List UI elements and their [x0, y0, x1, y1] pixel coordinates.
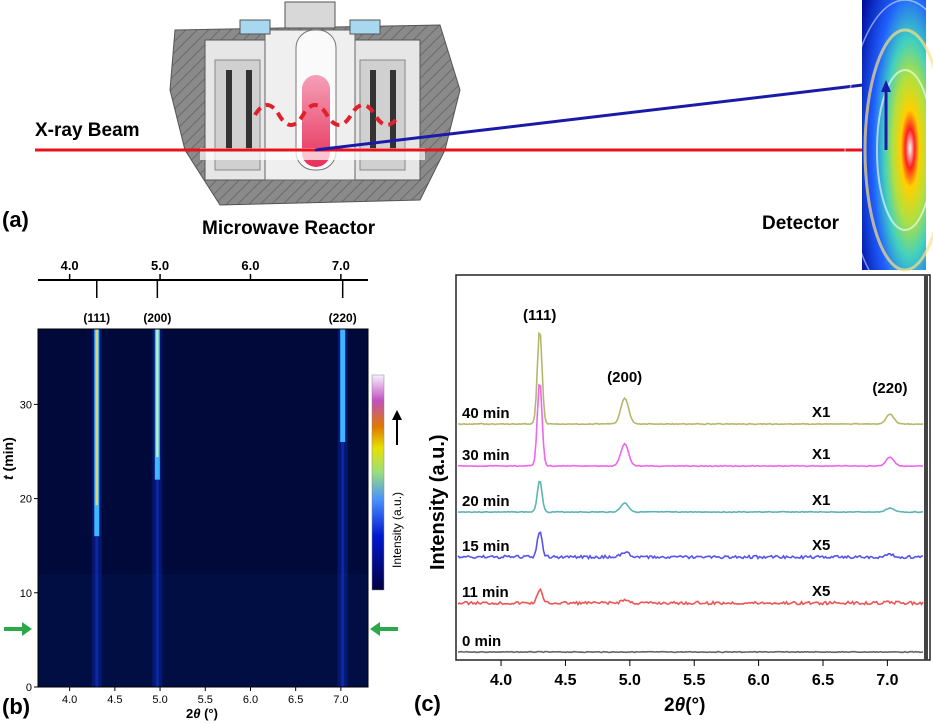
pattern-plot-frame [455, 274, 931, 661]
top-axis-tick-label: 6.0 [241, 258, 259, 273]
heatmap-peak-label: (220) [329, 311, 357, 325]
pattern-scale-label: X5 [812, 583, 830, 600]
pattern-series-line [457, 650, 924, 654]
pattern-time-label: 20 min [462, 493, 510, 510]
pattern-series-line [457, 480, 924, 514]
beam-label: X-ray Beam [35, 120, 140, 141]
pattern-scale-label: X1 [812, 492, 830, 509]
pattern-series-line [457, 383, 924, 468]
heatmap-x-tick-label: 4.5 [107, 694, 122, 706]
heatmap-peak-core [95, 329, 98, 506]
heatmap-peak-tail [341, 442, 345, 687]
heatmap-xlabel: 2θ (°) [186, 706, 218, 721]
heatmap-plot: (111) (200) (220) 0 10 20 30 4.0 4.5 5.0 5.5 6.0 6… [20, 280, 369, 706]
pattern-time-label: 30 min [462, 447, 510, 464]
pattern-time-label: 40 min [462, 405, 510, 422]
heatmap-ylabel: t (min) [0, 437, 16, 480]
pattern-x-tick-label: 6.5 [812, 672, 834, 689]
pattern-time-label: 0 min [462, 633, 501, 650]
heatmap-y-tick-label: 10 [20, 588, 32, 600]
heatmap-x-tick-label: 6.0 [243, 694, 258, 706]
top-axis-tick-label: 4.0 [61, 258, 79, 273]
top-axis-tick-label: 7.0 [332, 258, 350, 273]
panel-b: 4.0 5.0 6.0 7.0 (111) (200) (220) 0 10 20 30 4.0… [0, 258, 404, 721]
heatmap-y-tick-label: 0 [26, 682, 32, 694]
diffracted-beam-line [314, 80, 889, 152]
top-axis-tick-label: 5.0 [151, 258, 169, 273]
heatmap-peak-label: (111) [83, 311, 110, 325]
heatmap-peak-label: (200) [143, 311, 171, 325]
pattern-xlabel: 2θ(°) [664, 695, 705, 716]
pattern-x-tick-label: 7.0 [876, 672, 898, 689]
pattern-time-label: 15 min [462, 538, 510, 555]
panel-c-label: (c) [414, 691, 441, 716]
pattern-scale-label: X5 [812, 537, 830, 554]
pattern-scale-label: X1 [812, 404, 830, 421]
pattern-peak-label: (220) [872, 380, 907, 397]
heatmap-peak-streak [340, 329, 346, 443]
heatmap-peak-core [156, 329, 159, 458]
pattern-x-tick-label: 6.0 [747, 672, 769, 689]
panel-b-label: (b) [2, 694, 30, 719]
pattern-series-line [457, 531, 924, 561]
heatmap-x-tick-label: 7.0 [333, 694, 348, 706]
heatmap-x-tick-label: 4.0 [62, 694, 77, 706]
heatmap-x-tick-label: 5.5 [198, 694, 213, 706]
reactor-label: Microwave Reactor [202, 218, 376, 239]
heatmap-peak-tail [155, 479, 159, 687]
pattern-x-tick-label: 5.5 [683, 672, 705, 689]
time-marker-arrow-right [370, 622, 398, 636]
detector-label: Detector [762, 213, 840, 234]
panel-a-label: (a) [2, 207, 29, 232]
heatmap-x-tick-label: 5.0 [152, 694, 167, 706]
pattern-series-line [457, 587, 924, 607]
colorbar [371, 374, 385, 591]
top-axis: 4.0 5.0 6.0 7.0 [38, 258, 368, 281]
colorbar-label: Intensity (a.u.) [390, 492, 404, 568]
colorbar-arrow [392, 410, 402, 445]
pattern-time-label: 11 min [462, 584, 509, 601]
pattern-series-line [457, 331, 924, 426]
pattern-x-tick-label: 4.0 [490, 672, 512, 689]
pattern-scale-label: X1 [812, 446, 830, 463]
time-marker-arrow-left [4, 622, 32, 636]
heatmap-low-intensity-band [38, 573, 368, 687]
panel-c: 40 min X1 30 min X1 20 min X1 15 min X5 11 min X5… [414, 274, 931, 716]
heatmap-peak-tail [95, 536, 99, 687]
pattern-peak-label: (111) [523, 307, 556, 324]
microwave-reactor-drawing [169, 1, 461, 206]
pattern-peak-label: (200) [607, 369, 642, 386]
heatmap-y-tick-label: 30 [20, 399, 32, 411]
heatmap-x-tick-label: 6.5 [288, 694, 303, 706]
pattern-ylabel: Intensity (a.u.) [427, 434, 449, 570]
heatmap-y-tick-label: 20 [20, 494, 32, 506]
panel-a: X-ray Beam (a) Microwave Reactor Detecto… [2, 0, 933, 301]
detector-image [844, 0, 933, 301]
pattern-x-tick-label: 4.5 [554, 672, 576, 689]
pattern-x-tick-label: 5.0 [619, 672, 641, 689]
